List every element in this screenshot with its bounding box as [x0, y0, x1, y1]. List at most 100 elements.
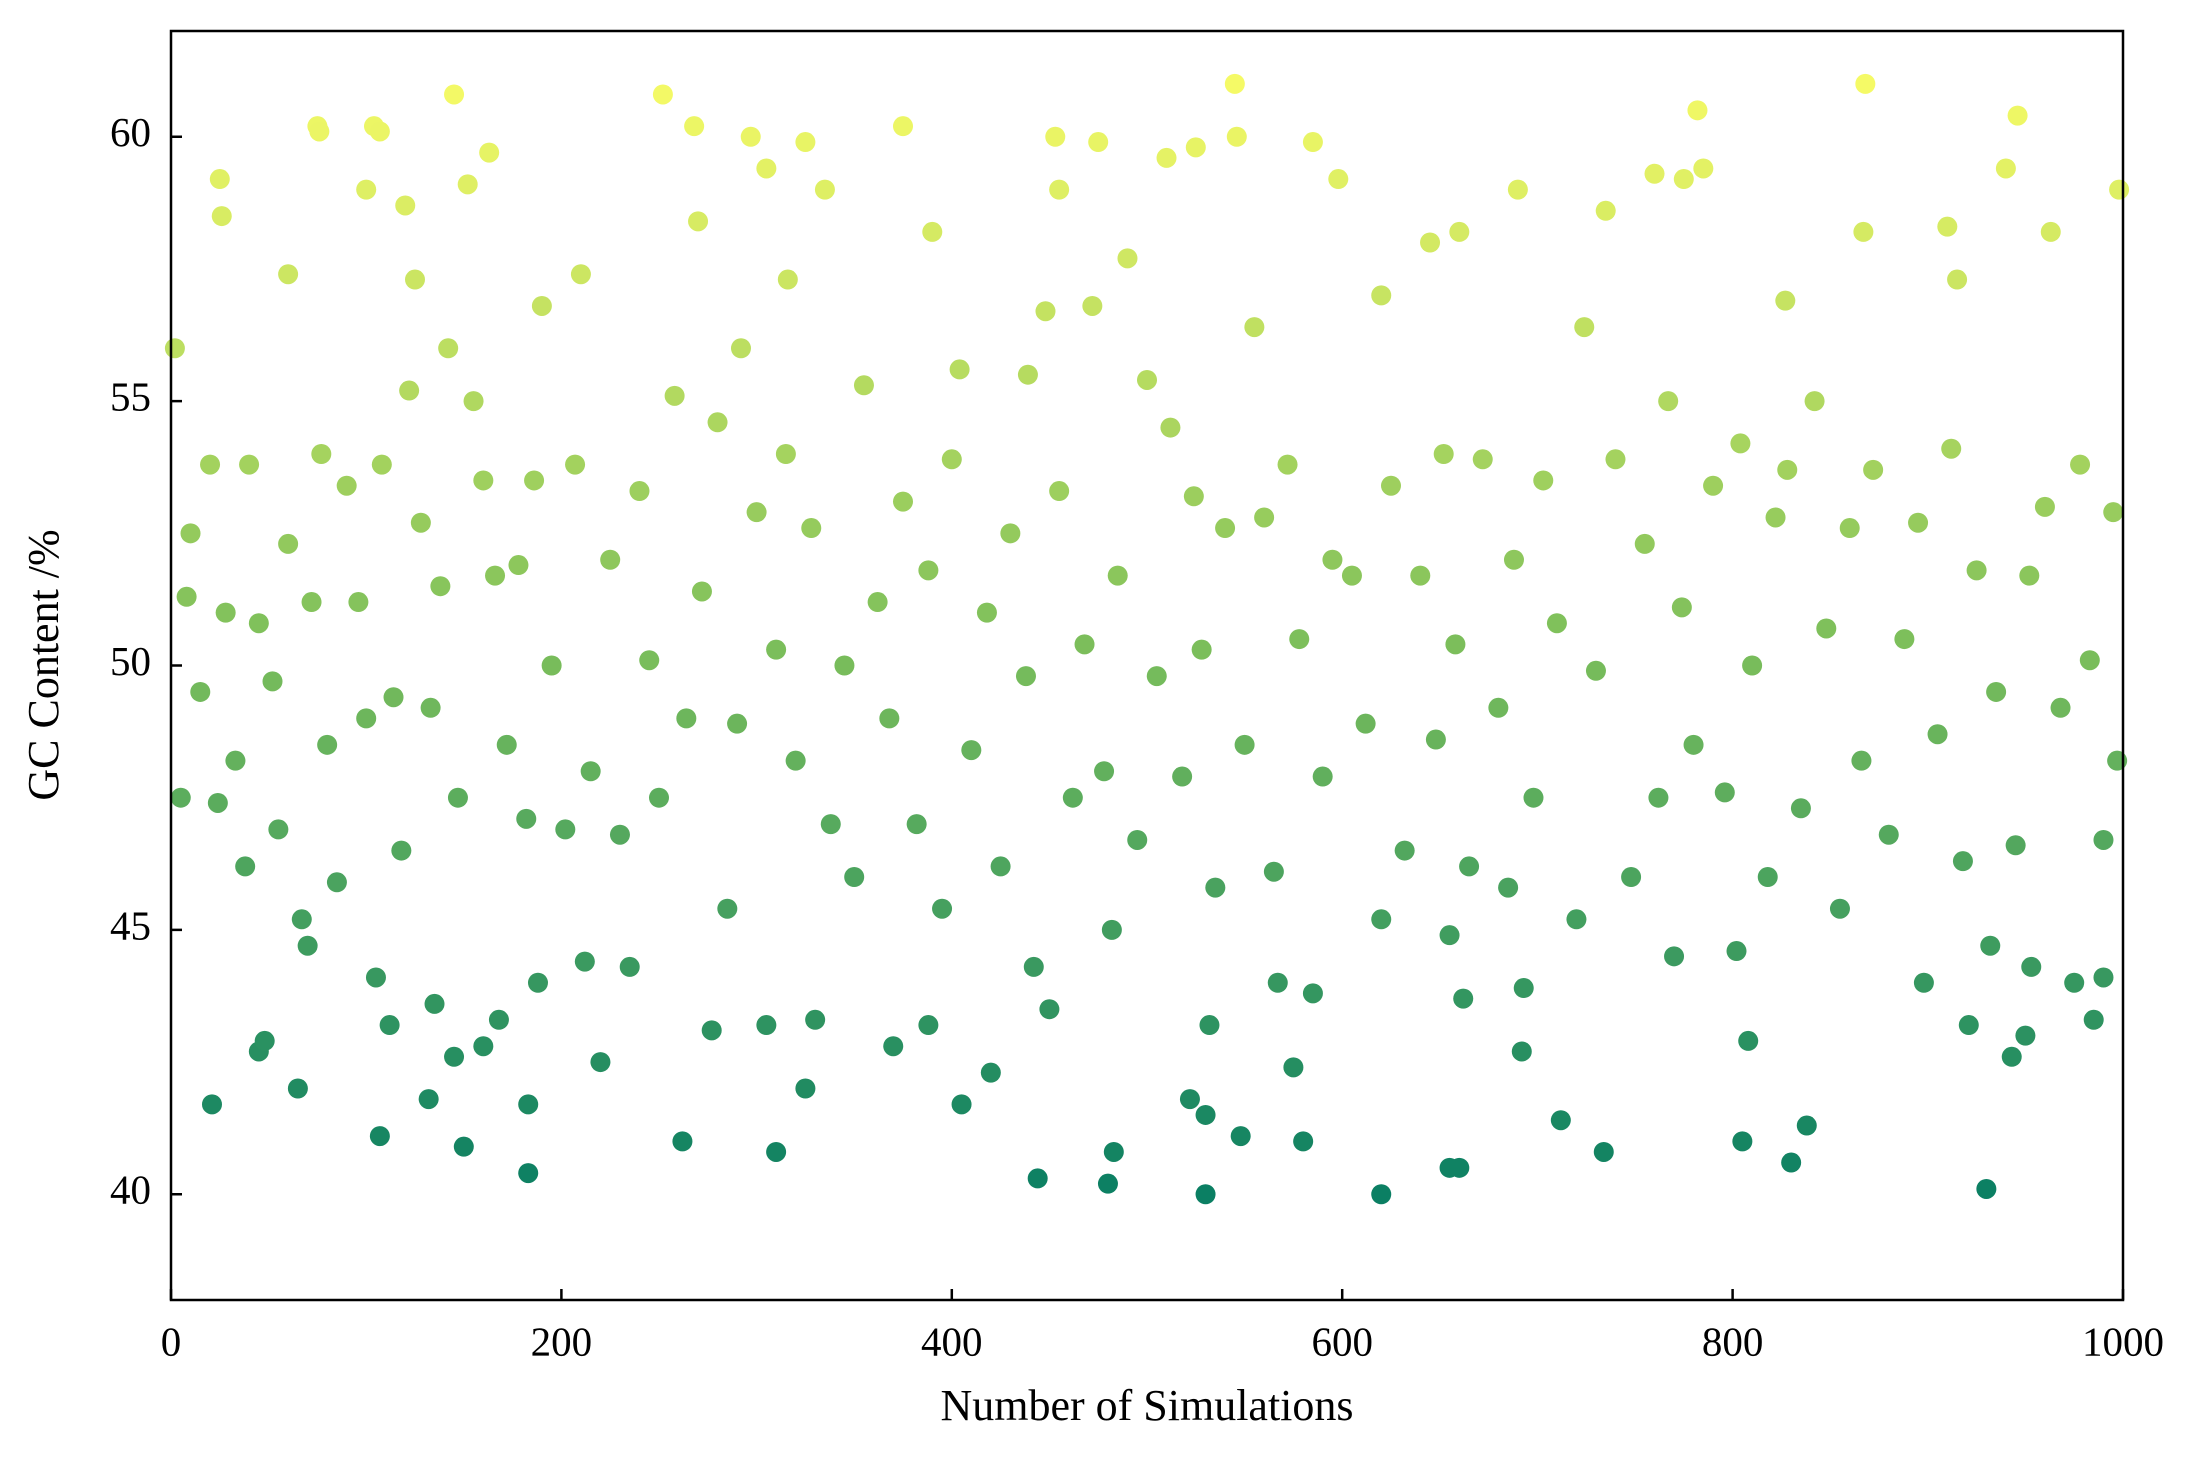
data-point [883, 1036, 904, 1057]
data-point [1371, 1184, 1392, 1205]
data-point [1394, 840, 1415, 861]
data-point [1439, 925, 1460, 946]
data-point [1472, 449, 1493, 470]
data-point [1074, 634, 1095, 655]
data-point [1851, 750, 1872, 771]
x-tick-label: 200 [531, 1318, 593, 1364]
y-tick-label: 50 [110, 638, 151, 684]
data-point [496, 734, 517, 755]
data-point [1863, 459, 1884, 480]
data-point [1648, 787, 1669, 808]
data-point [629, 481, 650, 502]
data-point [684, 116, 705, 137]
data-point [1179, 1089, 1200, 1110]
x-tick-label: 1000 [2082, 1318, 2164, 1364]
data-point [1644, 163, 1665, 184]
data-point [444, 84, 465, 105]
data-point [853, 375, 874, 396]
data-point [2007, 105, 2028, 126]
data-point [879, 708, 900, 729]
data-point [795, 132, 816, 153]
y-tick-label: 60 [110, 109, 151, 155]
data-point [1215, 518, 1236, 539]
data-point [473, 1036, 494, 1057]
data-point [652, 84, 673, 105]
data-point [1839, 518, 1860, 539]
x-tick-label: 800 [1702, 1318, 1764, 1364]
data-point [746, 502, 767, 523]
x-tick-label: 0 [161, 1318, 182, 1364]
data-point [2050, 697, 2071, 718]
data-point [717, 898, 738, 919]
data-point [1191, 639, 1212, 660]
data-point [479, 142, 500, 163]
data-point [1687, 100, 1708, 121]
data-point [1730, 433, 1751, 454]
data-point [1049, 179, 1070, 200]
data-point [976, 602, 997, 623]
data-point [801, 518, 822, 539]
data-point [1947, 269, 1968, 290]
data-point [254, 1030, 275, 1051]
data-point [1634, 533, 1655, 554]
data-point [893, 491, 913, 512]
x-tick-label: 400 [921, 1318, 983, 1364]
data-point [2034, 496, 2055, 517]
data-point [418, 1089, 439, 1110]
data-point [867, 592, 888, 613]
data-point [485, 565, 506, 586]
data-point [438, 338, 459, 359]
data-point [1199, 1015, 1220, 1036]
data-point [1781, 1152, 1802, 1173]
data-point [2070, 454, 2091, 475]
data-point [1322, 549, 1343, 570]
data-point [1995, 158, 2016, 179]
data-point [1757, 867, 1778, 887]
data-point [672, 1131, 693, 1152]
data-point [1224, 73, 1245, 94]
data-point [531, 295, 552, 316]
data-point [1328, 169, 1349, 190]
data-point [766, 1141, 787, 1162]
data-point [1267, 972, 1288, 993]
data-point [518, 1163, 539, 1184]
data-point [1913, 972, 1934, 993]
data-point [1445, 634, 1466, 655]
data-point [248, 613, 269, 634]
data-point [2001, 1046, 2022, 1067]
data-point [1507, 179, 1528, 200]
data-point [1796, 1115, 1817, 1136]
data-point [951, 1094, 972, 1115]
data-point [1160, 417, 1181, 438]
data-point [444, 1046, 465, 1067]
data-point [1908, 512, 1929, 533]
data-point [664, 385, 685, 406]
data-point [619, 956, 640, 977]
data-point [814, 179, 835, 200]
data-point [1137, 369, 1157, 390]
data-point [1952, 851, 1973, 872]
data-point [1023, 956, 1044, 977]
data-point [356, 179, 377, 200]
data-point [1425, 729, 1446, 750]
data-point [1449, 221, 1470, 242]
data-point [463, 391, 484, 412]
data-point [1738, 1030, 1759, 1051]
data-point [2093, 967, 2114, 988]
data-point [1381, 475, 1401, 496]
data-point [1289, 629, 1310, 650]
data-point [740, 126, 761, 147]
data-point [727, 713, 748, 734]
data-point [805, 1009, 826, 1030]
y-axis-label: GC Content /% [19, 529, 68, 800]
data-point [1195, 1104, 1216, 1125]
data-point [527, 972, 548, 993]
data-point [1683, 734, 1704, 755]
data-point [518, 1094, 539, 1115]
data-point [990, 856, 1011, 877]
data-point [1355, 713, 1376, 734]
data-point [1498, 877, 1519, 898]
data-point [1566, 909, 1587, 930]
data-point [309, 121, 330, 142]
